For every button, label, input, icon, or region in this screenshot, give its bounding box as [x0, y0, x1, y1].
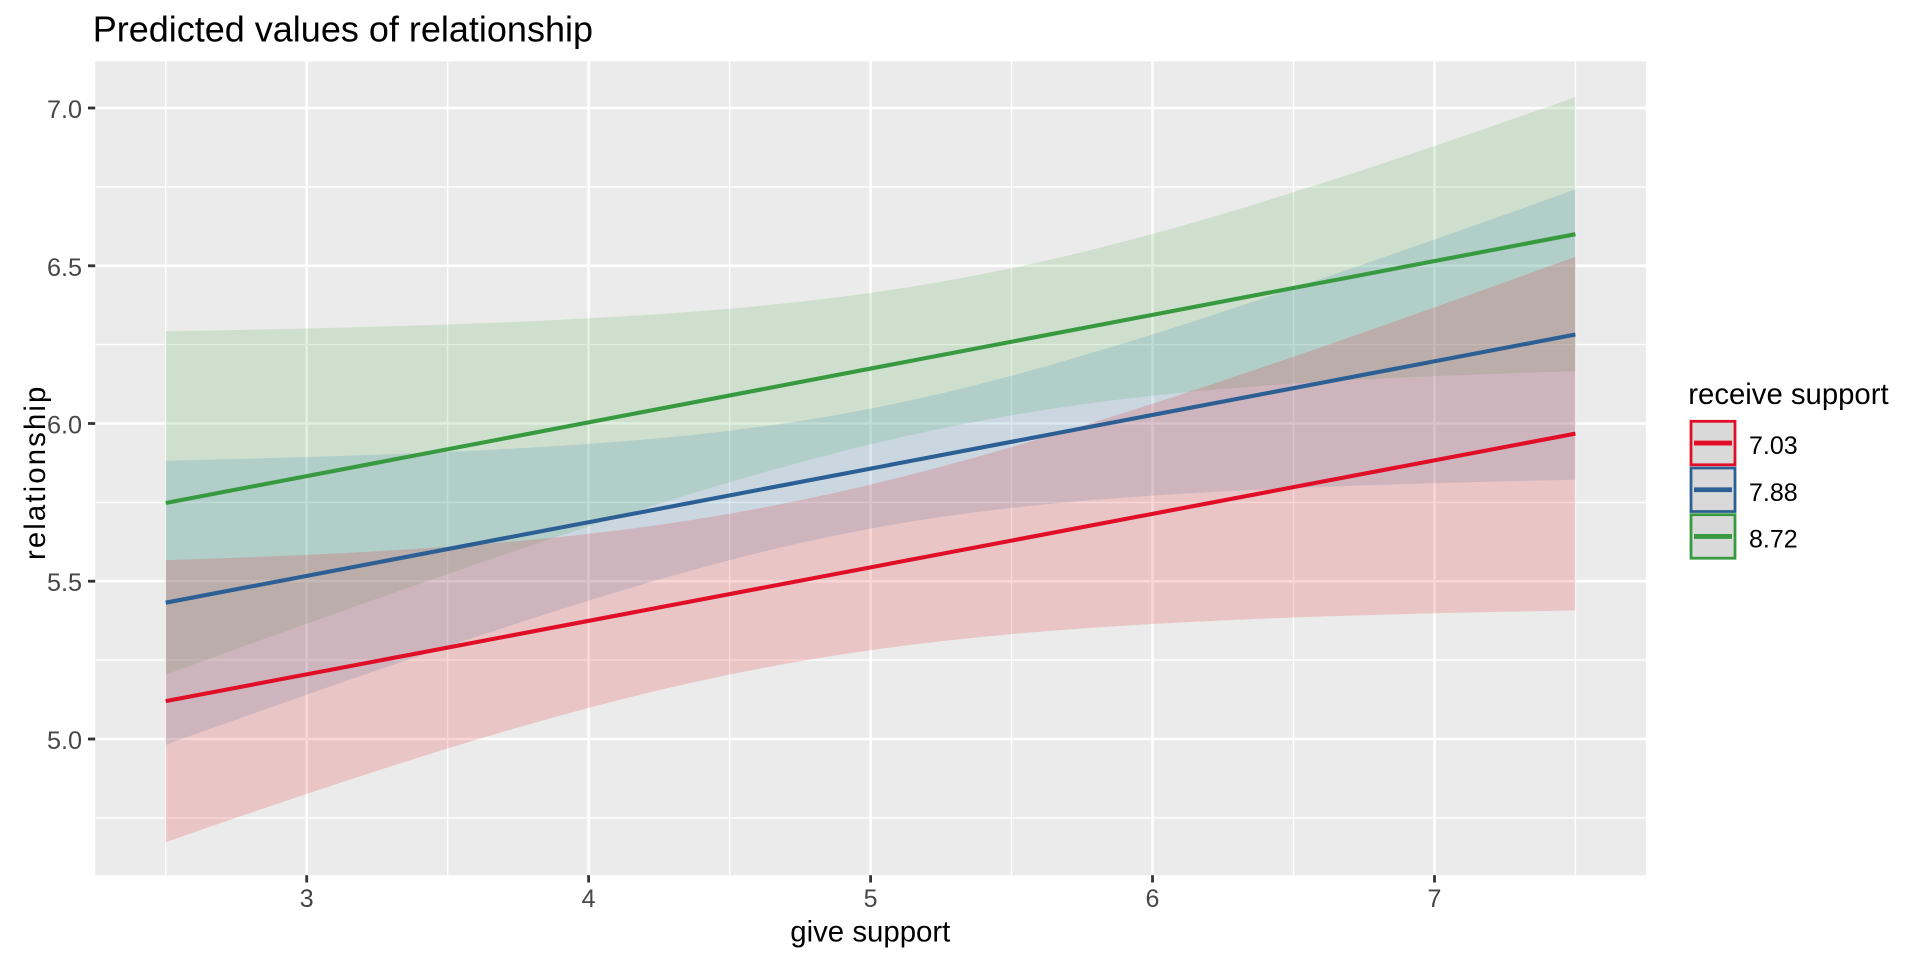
svg-text:7.0: 7.0 [47, 96, 82, 124]
svg-text:Predicted values of relationsh: Predicted values of relationship [93, 8, 593, 49]
svg-text:5.5: 5.5 [47, 569, 82, 597]
svg-text:give support: give support [790, 915, 950, 948]
svg-text:6.0: 6.0 [47, 412, 82, 440]
svg-text:3: 3 [300, 885, 314, 913]
svg-text:7: 7 [1428, 885, 1442, 913]
svg-text:5.0: 5.0 [47, 727, 82, 755]
svg-text:7.03: 7.03 [1749, 432, 1798, 460]
svg-text:5: 5 [864, 885, 878, 913]
svg-text:receive support: receive support [1688, 378, 1888, 411]
svg-text:6.5: 6.5 [47, 254, 82, 282]
svg-text:6: 6 [1146, 885, 1160, 913]
svg-text:relationship: relationship [19, 385, 52, 561]
svg-text:4: 4 [582, 885, 596, 913]
svg-text:8.72: 8.72 [1749, 526, 1798, 554]
svg-text:7.88: 7.88 [1749, 479, 1798, 507]
